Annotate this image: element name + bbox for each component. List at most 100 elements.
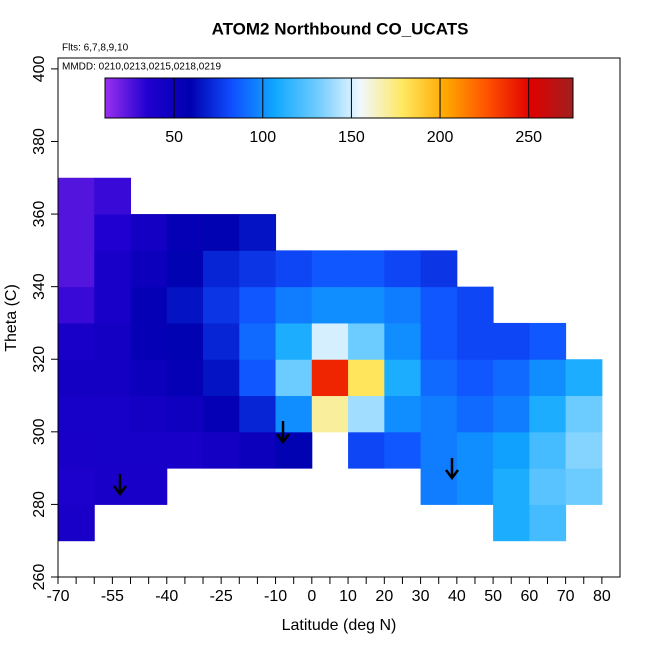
x-tick-label: -55 xyxy=(101,588,124,605)
heat-cell xyxy=(94,214,132,251)
heat-cell xyxy=(94,286,132,324)
heat-cell xyxy=(58,504,95,542)
heat-cell xyxy=(275,395,313,433)
x-axis-label: Latitude (deg N) xyxy=(282,617,397,634)
heat-cell xyxy=(348,431,385,469)
heat-cell xyxy=(203,250,240,288)
x-tick-label: 70 xyxy=(557,588,575,605)
y-tick-label: 300 xyxy=(31,418,48,445)
y-tick-label: 320 xyxy=(31,346,48,373)
heat-cell xyxy=(456,468,494,505)
heat-cell xyxy=(275,286,313,324)
heat-cell xyxy=(456,322,494,360)
heat-cell xyxy=(130,322,168,360)
x-tick-label: 80 xyxy=(593,588,611,605)
heat-cell xyxy=(348,250,385,288)
heat-cell xyxy=(94,395,132,433)
heat-cell xyxy=(58,395,95,433)
arrows xyxy=(113,421,459,497)
heat-cell xyxy=(493,431,530,469)
heat-cell xyxy=(94,177,132,215)
x-tick-label: 0 xyxy=(307,588,316,605)
heat-cell xyxy=(130,250,168,288)
heat-cell xyxy=(130,431,168,469)
heat-cell xyxy=(565,359,603,397)
y-axis-label: Theta (C) xyxy=(3,284,20,352)
heat-cell xyxy=(529,359,567,397)
heat-cell xyxy=(565,468,603,505)
heat-cell xyxy=(166,431,204,469)
heat-cell xyxy=(130,395,168,433)
heat-cell xyxy=(311,322,349,360)
heat-cell xyxy=(384,286,422,324)
colorbar-tick-label: 250 xyxy=(515,129,542,146)
x-tick-label: 50 xyxy=(484,588,502,605)
heat-cell xyxy=(58,322,95,360)
heat-cell xyxy=(529,468,567,505)
heat-cell xyxy=(275,431,313,469)
heat-cell xyxy=(58,214,95,251)
heat-cell xyxy=(130,468,168,505)
heat-cell xyxy=(529,504,567,542)
heat-cell xyxy=(239,431,277,469)
heat-cell xyxy=(420,359,458,397)
heat-cell xyxy=(239,286,277,324)
heat-cell xyxy=(130,286,168,324)
chart-title: ATOM2 Northbound CO_UCATS xyxy=(212,19,469,38)
heat-cell xyxy=(203,214,240,251)
heat-cell xyxy=(420,286,458,324)
heat-cell xyxy=(456,286,494,324)
heat-cell xyxy=(311,395,349,433)
heat-cell xyxy=(94,359,132,397)
heat-cell xyxy=(94,322,132,360)
arrow xyxy=(445,458,459,481)
heat-cell xyxy=(166,250,204,288)
heat-cell xyxy=(384,250,422,288)
heat-cell xyxy=(239,395,277,433)
y-tick-label: 340 xyxy=(31,273,48,300)
y-tick-label: 280 xyxy=(31,491,48,518)
heat-cell xyxy=(130,214,168,251)
heat-cell xyxy=(348,286,385,324)
heat-cell xyxy=(529,431,567,469)
heat-cell xyxy=(58,250,95,288)
heat-cell xyxy=(203,431,240,469)
x-tick-label: 60 xyxy=(520,588,538,605)
heat-cell xyxy=(348,359,385,397)
heat-cell xyxy=(529,322,567,360)
x-tick-label: -40 xyxy=(155,588,178,605)
heat-cell xyxy=(493,395,530,433)
y-tick-label: 380 xyxy=(31,128,48,155)
heat-cell xyxy=(58,177,95,215)
heat-cell xyxy=(58,286,95,324)
heat-cell xyxy=(384,395,422,433)
heat-cell xyxy=(493,504,530,542)
plot-frame xyxy=(57,57,621,578)
heat-cell xyxy=(565,395,603,433)
heat-cell xyxy=(58,431,95,469)
y-tick-label: 260 xyxy=(31,564,48,591)
colorbar-tick-label: 100 xyxy=(249,129,276,146)
heat-cell xyxy=(311,359,349,397)
arrow xyxy=(113,474,127,497)
heat-cell xyxy=(58,359,95,397)
colorbar-tick-label: 50 xyxy=(165,129,183,146)
heat-cell xyxy=(565,431,603,469)
heat-cell xyxy=(420,322,458,360)
x-tick-label: 10 xyxy=(339,588,357,605)
heat-cell xyxy=(203,286,240,324)
x-tick-label: -10 xyxy=(264,588,287,605)
x-tick-label: 30 xyxy=(412,588,430,605)
arrow xyxy=(276,421,290,445)
heat-cell xyxy=(493,322,530,360)
heat-cell xyxy=(348,322,385,360)
y-tick-label: 400 xyxy=(31,55,48,82)
heat-cell xyxy=(420,250,458,288)
heat-cell xyxy=(456,395,494,433)
heat-cell xyxy=(275,322,313,360)
heat-cell xyxy=(384,431,422,469)
colorbar xyxy=(104,77,574,119)
heat-cell xyxy=(384,322,422,360)
x-tick-label: -70 xyxy=(46,588,69,605)
